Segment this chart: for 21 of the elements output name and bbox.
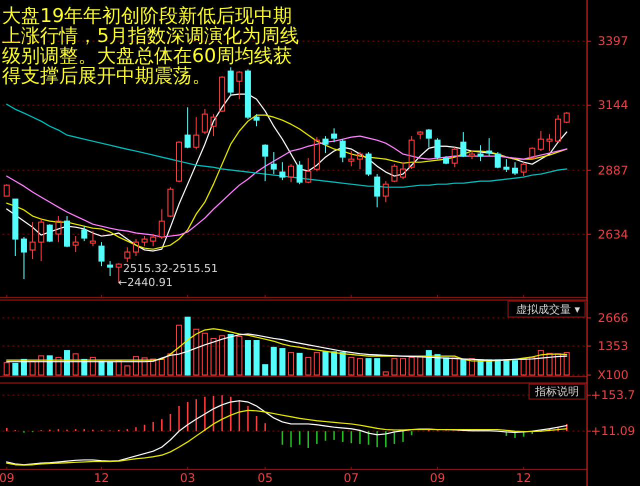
y-tick-label: 2666 — [598, 310, 628, 325]
y-tick-label: 3397 — [598, 34, 628, 48]
annotation: ←2440.91 — [118, 276, 173, 289]
x-tick-label: 07 — [344, 471, 359, 485]
y-tick-label: 3144 — [598, 98, 628, 112]
y-tick-label: +11.09 — [590, 424, 636, 438]
y-tick-label: 1353 — [598, 339, 628, 354]
annotation: 虚拟成交量 ▾ — [516, 303, 580, 316]
y-tick-label: +153.7 — [590, 388, 636, 402]
y-tick-label: 2634 — [598, 227, 628, 242]
x-tick-label: 12 — [516, 471, 532, 485]
x-tick-label: 09 — [430, 471, 446, 485]
annotation: 2515.32-2515.51 — [123, 262, 218, 275]
x-tick-label: 03 — [180, 471, 196, 485]
x-tick-label: 12 — [94, 471, 110, 485]
annotation: 指标说明 — [534, 385, 579, 398]
y-tick-label: X100 — [597, 368, 629, 382]
x-tick-label: 05 — [258, 471, 273, 485]
text: 大盘19年年初创阶段新低后现中期上涨行情，5月指数深调演化为周线级别调整。大盘总体在60周均线获得支撑后展开中期震荡。 — [2, 5, 300, 87]
y-tick-label: 2887 — [598, 163, 628, 178]
x-tick-label: 09 — [0, 471, 14, 485]
